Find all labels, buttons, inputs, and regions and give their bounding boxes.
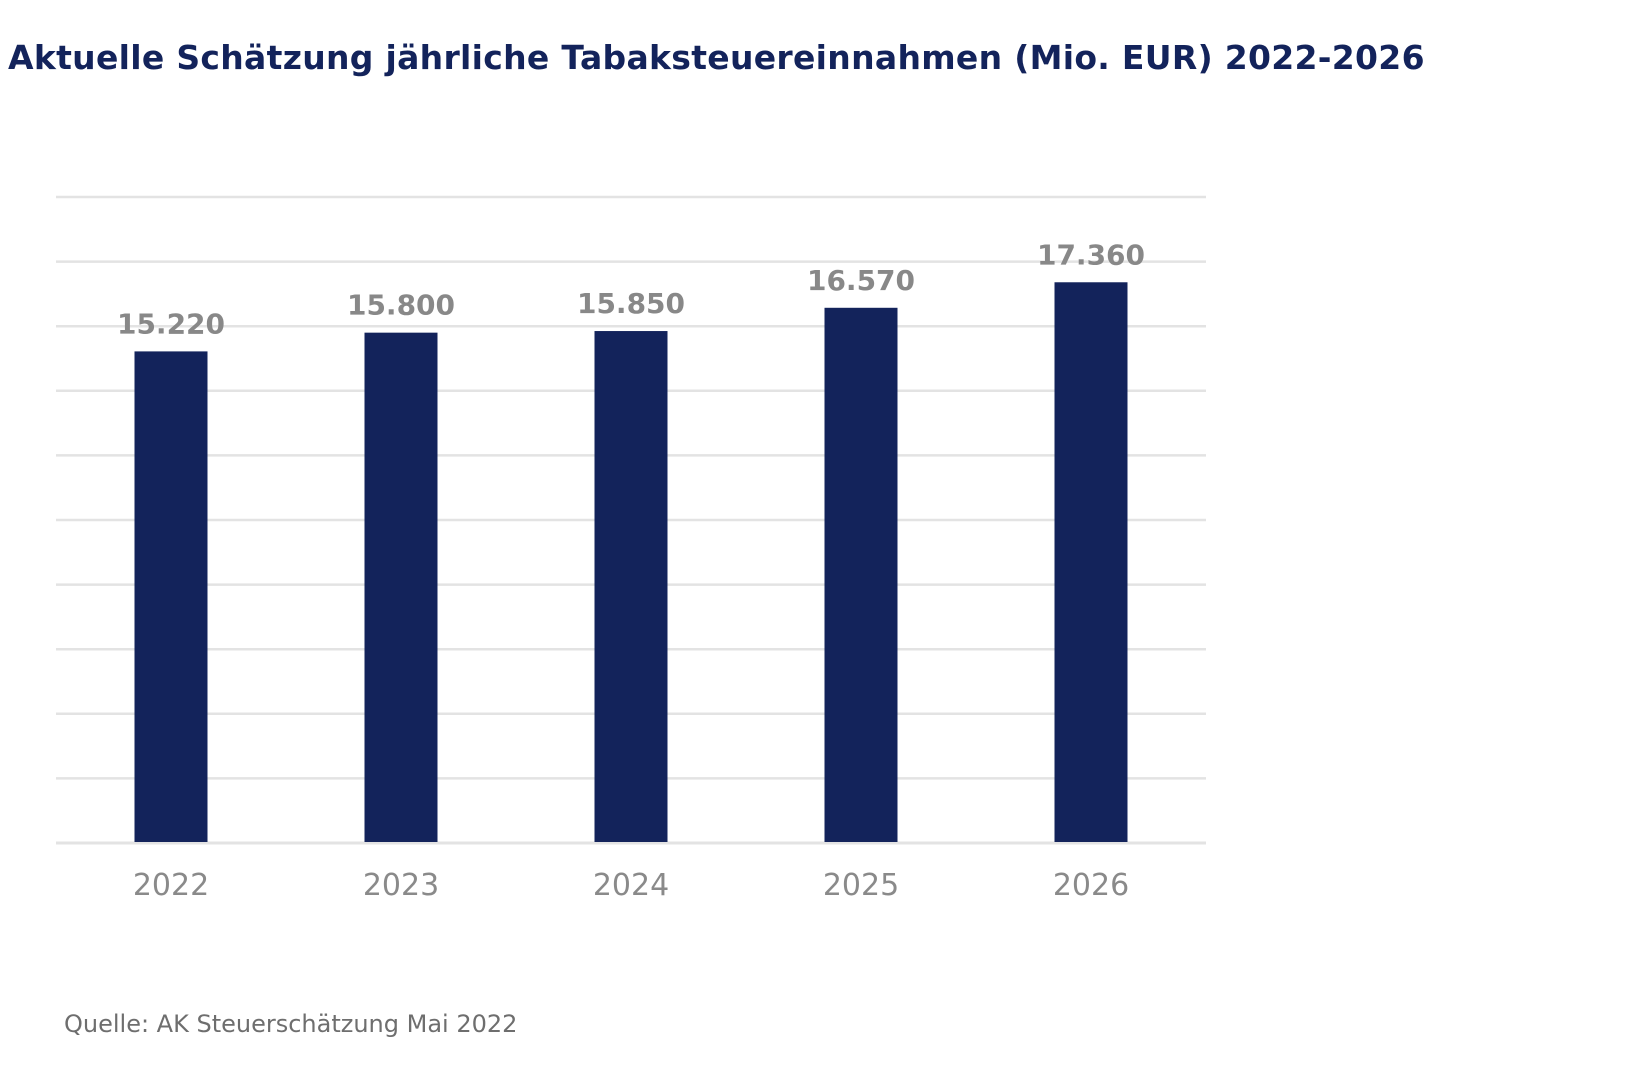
bar-2024 (594, 331, 668, 842)
data-label-2022: 15.220 (117, 307, 225, 340)
data-labels: 15.220 15.800 15.850 16.570 17.360 (117, 238, 1145, 340)
data-label-2026: 17.360 (1037, 238, 1145, 271)
data-label-2025: 16.570 (807, 264, 915, 297)
x-tick-label-2023: 2023 (363, 868, 439, 903)
x-axis-ticks: 2022 2023 2024 2025 2026 (133, 868, 1129, 903)
data-label-2023: 15.800 (347, 289, 455, 322)
bar-2023 (364, 332, 438, 842)
x-tick-label-2024: 2024 (593, 868, 669, 903)
bar-2022 (134, 351, 208, 842)
x-tick-label-2022: 2022 (133, 868, 209, 903)
data-label-2024: 15.850 (577, 287, 685, 320)
bars (134, 282, 1128, 843)
x-tick-label-2025: 2025 (823, 868, 899, 903)
source-note: Quelle: AK Steuerschätzung Mai 2022 (64, 1010, 518, 1038)
bar-2025 (824, 307, 898, 842)
bar-2026 (1054, 282, 1128, 843)
chart-title: Aktuelle Schätzung jährliche Tabaksteuer… (8, 38, 1425, 77)
x-tick-label-2026: 2026 (1053, 868, 1129, 903)
